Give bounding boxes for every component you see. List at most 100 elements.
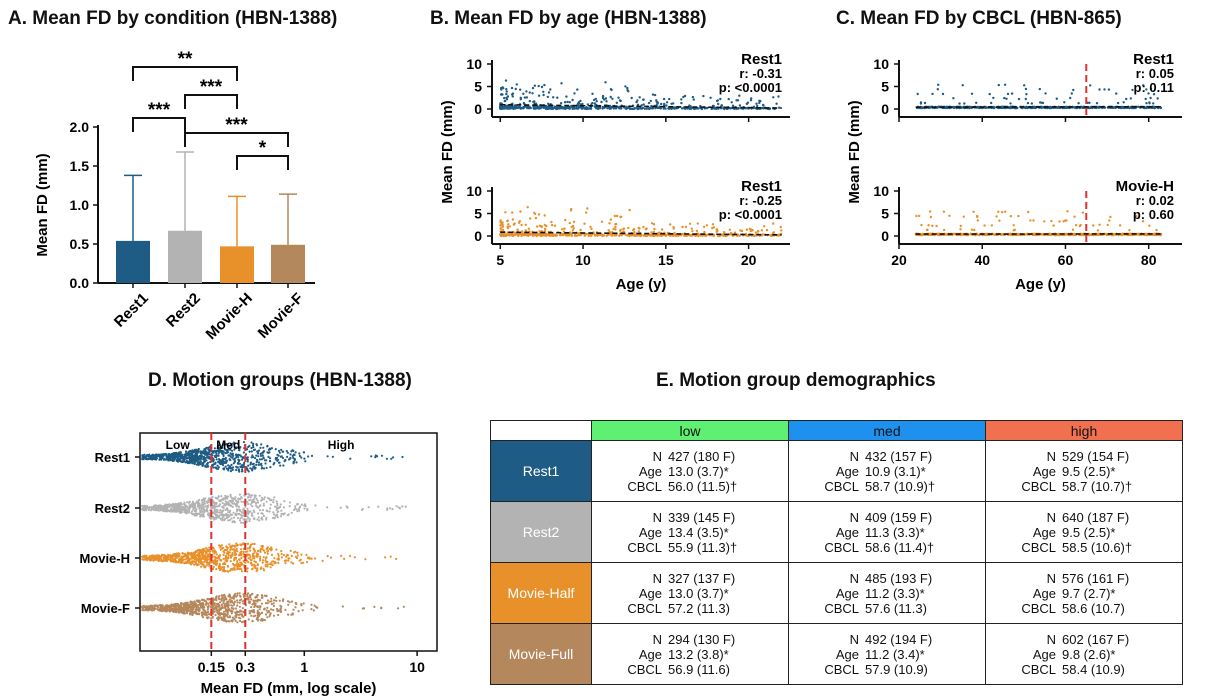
swarm-point xyxy=(238,449,241,452)
data-point xyxy=(706,106,709,110)
data-point xyxy=(927,224,930,227)
data-point xyxy=(1131,88,1134,92)
swarm-point xyxy=(250,441,253,444)
swarm-point xyxy=(260,496,263,499)
swarm-point xyxy=(196,463,200,466)
data-point xyxy=(641,106,645,110)
swarm-point xyxy=(233,564,236,567)
data-point xyxy=(988,92,991,96)
swarm-point xyxy=(310,557,313,560)
swarm-point xyxy=(274,458,277,461)
swarm-point xyxy=(235,468,238,472)
swarm-point xyxy=(251,454,254,457)
swarm-point xyxy=(178,504,181,507)
data-point xyxy=(609,88,613,91)
panel-a-title: A. Mean FD by condition (HBN-1388) xyxy=(8,8,338,29)
swarm-point xyxy=(280,512,283,516)
data-point xyxy=(522,101,526,105)
data-point xyxy=(929,215,933,219)
data-point xyxy=(622,227,626,230)
swarm-point xyxy=(178,451,181,454)
data-point xyxy=(1122,101,1125,104)
data-point xyxy=(1073,215,1076,218)
swarm-point xyxy=(228,465,231,468)
data-point xyxy=(1032,219,1035,222)
data-point xyxy=(573,107,576,110)
swarm-point xyxy=(251,499,254,502)
data-point xyxy=(683,94,687,98)
data-point xyxy=(1009,105,1012,109)
swarm-point xyxy=(269,566,272,569)
swarm-point xyxy=(227,519,230,522)
swarm-point xyxy=(251,468,254,471)
swarm-point xyxy=(262,446,265,449)
swarm-point xyxy=(163,453,166,456)
data-point xyxy=(928,210,932,213)
swarm-point xyxy=(290,561,293,564)
data-point xyxy=(505,107,508,110)
swarm-point xyxy=(208,564,211,568)
swarm-point xyxy=(218,448,221,452)
data-point xyxy=(1155,228,1158,232)
swarm-point xyxy=(389,555,392,558)
stat-annotation: r: -0.25 xyxy=(739,193,782,208)
data-point xyxy=(1088,232,1091,236)
data-point xyxy=(550,220,553,224)
swarm-point xyxy=(282,554,285,557)
swarm-point xyxy=(257,512,260,515)
bar xyxy=(168,230,202,283)
y-tick-label: 1.0 xyxy=(70,197,90,213)
swarm-point xyxy=(217,495,220,498)
data-point xyxy=(652,230,656,234)
data-point xyxy=(650,231,653,234)
data-point xyxy=(523,105,526,109)
swarm-point xyxy=(174,502,177,505)
data-point xyxy=(628,208,631,212)
data-point xyxy=(521,233,525,236)
swarm-point xyxy=(238,493,241,496)
swarm-point xyxy=(246,547,249,550)
swarm-point xyxy=(391,508,394,511)
swarm-point xyxy=(267,451,270,454)
data-point xyxy=(627,90,630,93)
swarm-point xyxy=(295,508,298,511)
swarm-point xyxy=(230,501,233,504)
swarm-point xyxy=(277,561,280,564)
data-point xyxy=(1041,101,1045,105)
data-point xyxy=(615,101,618,104)
swarm-point xyxy=(264,559,267,562)
swarm-point xyxy=(269,457,272,460)
data-point xyxy=(992,96,995,100)
data-point xyxy=(501,225,504,228)
data-point xyxy=(615,233,618,236)
swarm-point xyxy=(273,461,276,465)
swarm-point xyxy=(249,498,252,501)
swarm-point xyxy=(388,507,392,510)
data-point xyxy=(1001,105,1004,109)
swarm-point xyxy=(236,462,239,465)
data-point xyxy=(923,101,927,105)
swarm-point xyxy=(401,505,404,508)
swarm-point xyxy=(213,508,216,511)
swarm-point xyxy=(360,508,364,511)
data-point xyxy=(597,106,601,109)
swarm-point xyxy=(340,554,343,557)
swarm-point xyxy=(232,454,235,457)
swarm-point xyxy=(204,497,207,500)
data-point xyxy=(519,210,522,213)
data-point xyxy=(962,215,965,218)
stat-annotation: Movie-H xyxy=(1116,178,1174,195)
swarm-point xyxy=(217,454,220,457)
swarm-point xyxy=(236,442,240,445)
swarm-point xyxy=(269,507,272,510)
significance-label: *** xyxy=(225,115,248,136)
data-point xyxy=(673,233,676,237)
data-point xyxy=(552,96,555,99)
swarm-point xyxy=(224,465,227,468)
data-point xyxy=(594,97,597,101)
swarm-point xyxy=(283,500,286,503)
data-point xyxy=(915,214,918,218)
data-point xyxy=(755,102,758,105)
data-point xyxy=(601,96,605,100)
data-point xyxy=(683,234,686,237)
